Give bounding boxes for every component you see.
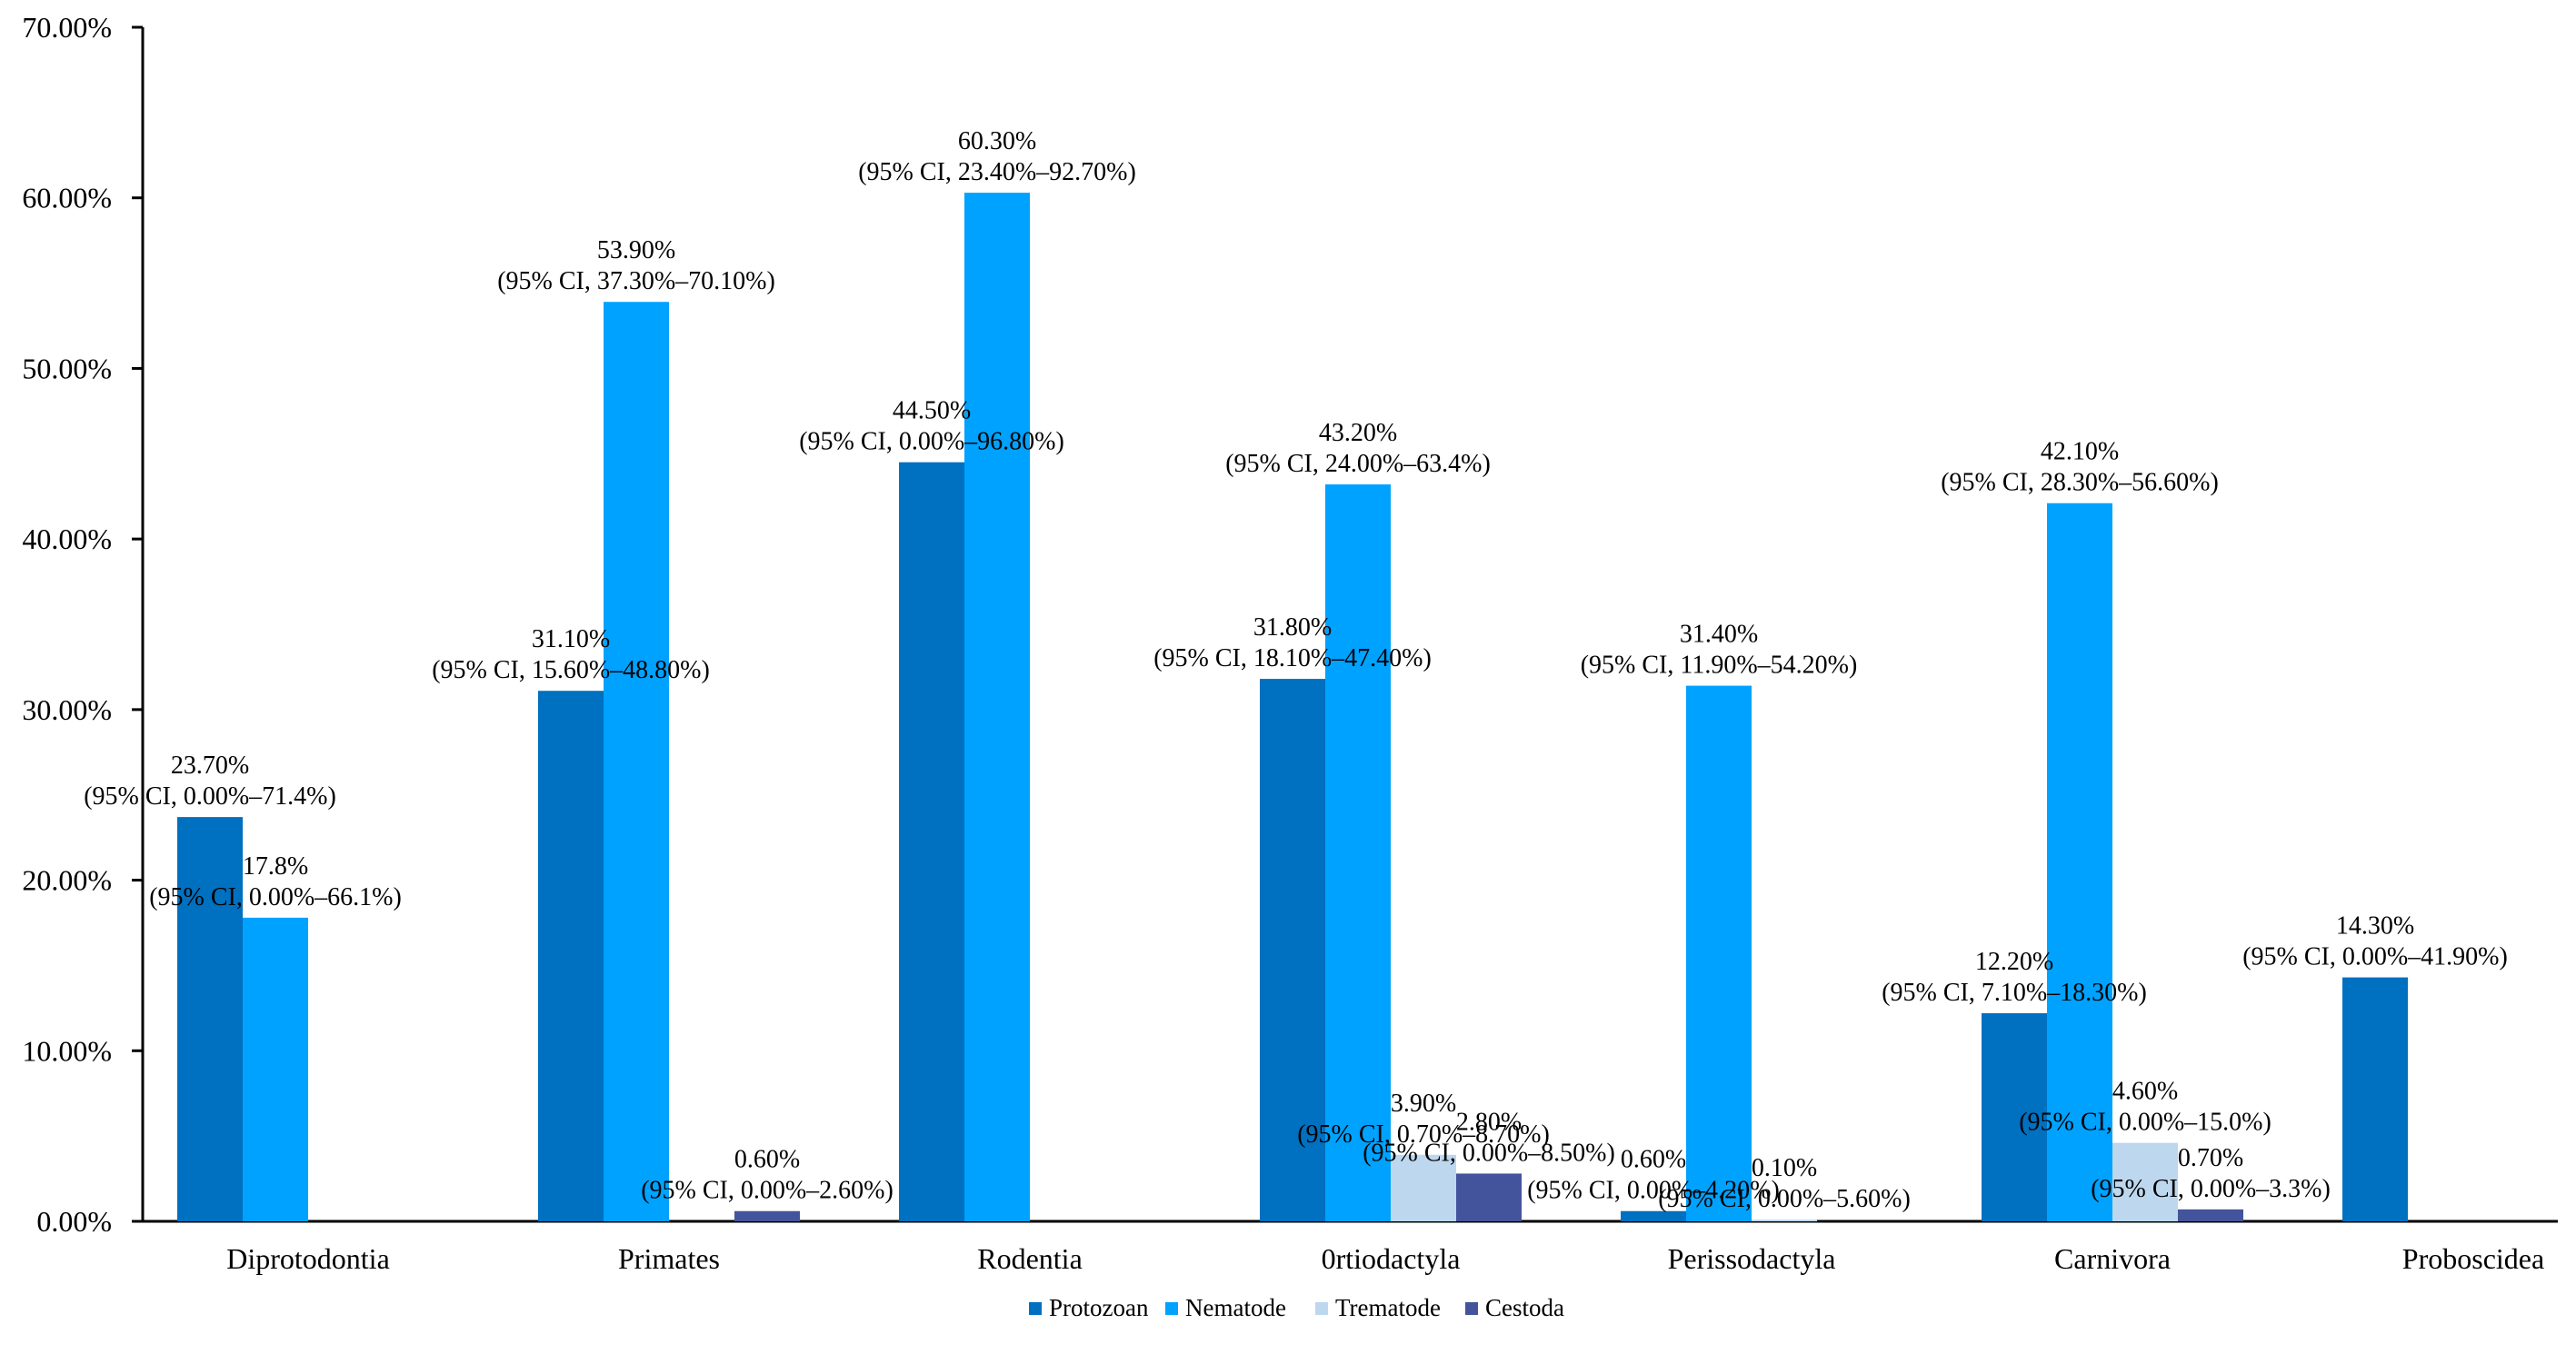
bar-protozoan-rodentia [899,462,964,1222]
ci-label-protozoan-rodentia: (95% CI, 0.00%–96.80%) [799,428,1064,456]
data-label-nematode-rodentia: 60.30% [958,127,1036,155]
ci-label-protozoan-proboscidea: (95% CI, 0.00%–41.90%) [2242,943,2508,971]
bar-cestoda-primates [734,1210,800,1221]
category-label-rodentia: Rodentia [977,1242,1083,1275]
y-tick-label: 40.00% [22,523,112,555]
data-labels: 23.70%(95% CI, 0.00%–71.4%)17.8%(95% CI,… [84,127,2508,1213]
category-label-diprotodontia: Diprotodontia [226,1242,390,1275]
bar-protozoan-0rtiodactyla [1260,679,1325,1221]
category-label-carnivora: Carnivora [2054,1242,2171,1275]
category-label-0rtiodactyla: 0rtiodactyla [1322,1242,1461,1275]
ci-label-protozoan-primates: (95% CI, 15.60%–48.80%) [432,656,710,684]
bar-cestoda-carnivora [2178,1209,2243,1221]
ci-label-protozoan-0rtiodactyla: (95% CI, 18.10%–47.40%) [1153,644,1432,672]
y-tick-label: 20.00% [22,864,112,897]
ci-label-nematode-diprotodontia: (95% CI, 0.00%–66.1%) [149,883,402,911]
data-label-protozoan-diprotodontia: 23.70% [171,752,249,780]
data-label-cestoda-carnivora: 0.70% [2178,1144,2243,1172]
legend-label-protozoan: Protozoan [1049,1294,1149,1321]
data-label-protozoan-rodentia: 44.50% [893,397,971,425]
data-label-nematode-carnivora: 42.10% [2041,438,2119,466]
data-label-protozoan-proboscidea: 14.30% [2336,912,2414,941]
bar-nematode-primates [604,302,669,1222]
y-tick-label: 60.00% [22,182,112,214]
legend-label-nematode: Nematode [1185,1294,1286,1321]
data-label-protozoan-perissodactyla: 0.60% [1621,1146,1686,1174]
ci-label-nematode-carnivora: (95% CI, 28.30%–56.60%) [1941,469,2219,497]
bar-protozoan-perissodactyla [1621,1210,1686,1221]
ci-label-nematode-rodentia: (95% CI, 23.40%–92.70%) [858,158,1136,186]
ci-label-protozoan-diprotodontia: (95% CI, 0.00%–71.4%) [84,782,336,811]
ci-label-nematode-perissodactyla: (95% CI, 11.90%–54.20%) [1581,652,1858,680]
data-label-nematode-perissodactyla: 31.40% [1680,621,1758,649]
ci-label-cestoda-primates: (95% CI, 0.00%–2.60%) [641,1177,894,1205]
data-label-protozoan-carnivora: 12.20% [1975,948,2053,976]
y-tick-label: 30.00% [22,693,112,726]
data-label-nematode-primates: 53.90% [597,236,675,264]
ci-label-trematode-carnivora: (95% CI, 0.00%–15.0%) [2019,1109,2271,1137]
y-tick-label: 10.00% [22,1034,112,1067]
bar-protozoan-diprotodontia [177,817,243,1221]
data-label-protozoan-primates: 31.10% [532,625,610,653]
category-label-proboscidea: Proboscidea [2402,1242,2544,1275]
y-tick-label: 70.00% [22,11,112,44]
data-label-nematode-diprotodontia: 17.8% [243,852,308,881]
data-label-trematode-perissodactyla: 0.10% [1752,1154,1817,1182]
category-label-perissodactyla: Perissodactyla [1668,1242,1836,1275]
bar-trematode-carnivora [2112,1142,2178,1221]
category-label-primates: Primates [618,1242,720,1275]
ci-label-protozoan-carnivora: (95% CI, 7.10%–18.30%) [1882,979,2147,1007]
ci-label-cestoda-carnivora: (95% CI, 0.00%–3.3%) [2091,1175,2331,1203]
data-label-cestoda-0rtiodactyla: 2.80% [1456,1108,1522,1136]
data-label-nematode-0rtiodactyla: 43.20% [1319,419,1397,447]
legend-swatch-protozoan [1029,1302,1042,1315]
legend-label-cestoda: Cestoda [1485,1294,1564,1321]
data-label-trematode-carnivora: 4.60% [2112,1078,2178,1106]
legend-swatch-nematode [1165,1302,1178,1315]
y-tick-label: 50.00% [22,352,112,384]
ci-label-nematode-0rtiodactyla: (95% CI, 24.00%–63.4%) [1225,450,1491,478]
ci-label-nematode-primates: (95% CI, 37.30%–70.10%) [497,267,775,295]
category-labels: Diprotodontia Primates Rodentia 0rtiodactyl… [226,1242,2544,1275]
bar-nematode-perissodactyla [1686,685,1752,1221]
ci-label-cestoda-0rtiodactyla: (95% CI, 0.00%–8.50%) [1363,1139,1615,1167]
data-label-protozoan-0rtiodactyla: 31.80% [1253,613,1332,642]
legend: Protozoan Nematode Trematode Cestoda [1029,1294,1564,1321]
data-label-cestoda-primates: 0.60% [734,1146,800,1174]
data-label-trematode-0rtiodactyla: 3.90% [1391,1090,1456,1118]
bar-trematode-perissodactyla [1752,1220,1817,1221]
bar-nematode-0rtiodactyla [1325,484,1391,1221]
bar-nematode-carnivora [2047,503,2112,1221]
bar-nematode-diprotodontia [243,917,308,1221]
ci-label-trematode-0rtiodactyla: (95% CI, 0.70%–8.70%) [1297,1120,1550,1149]
bars [177,193,2408,1222]
bar-cestoda-0rtiodactyla [1456,1173,1522,1221]
ci-label-trematode-perissodactyla: (95% CI, 0.00%–5.60%) [1658,1185,1911,1213]
bar-trematode-0rtiodactyla [1391,1154,1456,1221]
y-tick-label: 0.00% [36,1205,112,1238]
legend-swatch-cestoda [1465,1302,1478,1315]
legend-label-trematode: Trematode [1335,1294,1441,1321]
bar-protozoan-carnivora [1982,1012,2047,1221]
bar-protozoan-proboscidea [2342,977,2408,1221]
legend-swatch-trematode [1315,1302,1328,1315]
bar-nematode-rodentia [964,193,1030,1221]
ci-label-protozoan-perissodactyla: (95% CI, 0.00%–4.20%) [1527,1177,1780,1205]
bar-protozoan-primates [538,691,604,1221]
